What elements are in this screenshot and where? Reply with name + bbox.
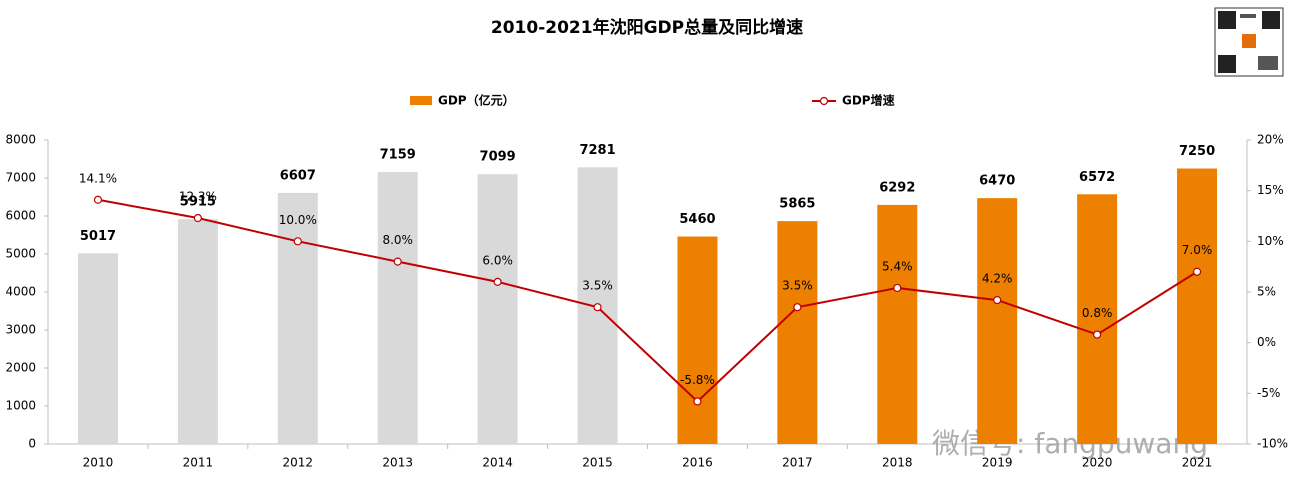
line-marker [93,195,103,204]
y-tick-label: 8000 [5,133,36,147]
legend-label: GDP增速 [842,93,895,108]
bar [677,236,718,444]
bar-value-label: 5915 [180,195,216,210]
bar [177,219,218,444]
y2-tick-label: 15% [1257,183,1284,197]
line-marker [993,296,1002,305]
line-marker [1192,267,1202,276]
line-value-label: 4.2% [982,272,1013,286]
bar [877,204,918,444]
line-marker [1093,330,1102,339]
legend-swatch [410,96,432,105]
x-tick-label: 2017 [782,456,813,470]
line-value-label: 14.1% [79,171,117,185]
x-tick-label: 2013 [382,456,413,470]
line-marker [393,257,402,266]
bar-value-label: 6607 [280,168,316,183]
y2-tick-label: -5% [1257,386,1280,400]
chart-title: 2010-2021年沈阳GDP总量及同比增速 [491,17,803,38]
bar-value-label: 5865 [779,197,815,212]
line-marker [193,213,202,223]
line-value-label: 0.8% [1082,306,1113,320]
y2-tick-label: 0% [1257,335,1276,349]
bar-value-label: 7281 [579,143,615,158]
x-tick-label: 2010 [83,456,114,470]
y-tick-label: 5000 [5,247,36,261]
x-tick-label: 2011 [183,456,214,470]
y-tick-label: 0 [28,437,36,451]
line-value-label: 7.0% [1182,243,1213,257]
line-value-label: 12.3% [179,190,217,204]
x-tick-label: 2019 [982,456,1013,470]
line-marker [793,303,802,312]
x-tick-label: 2020 [1082,456,1113,470]
line [97,198,1198,403]
watermark: 微信号: fangpuwang [932,427,1208,460]
bar-value-label: 6470 [979,174,1015,189]
bar [477,174,518,444]
bar-value-label: 6572 [1079,170,1115,185]
y2-tick-label: 5% [1257,285,1276,299]
y2-tick-label: 10% [1257,234,1284,248]
line-marker [893,283,902,293]
line-value-label: 6.0% [482,253,513,267]
bar-value-label: 7159 [380,147,416,162]
legend-label: GDP（亿元） [438,93,515,108]
x-tick-label: 2015 [582,456,613,470]
line-value-label: 3.5% [582,279,613,293]
bar [1077,194,1118,444]
line-marker [593,303,602,312]
y2-tick-label: 20% [1257,133,1284,147]
line-value-label: 10.0% [279,213,317,227]
line-value-label: 8.0% [382,233,413,247]
y-tick-label: 6000 [5,209,36,223]
y-tick-label: 4000 [5,285,36,299]
y-tick-label: 3000 [5,323,36,337]
bar [277,192,318,444]
y2-tick-label: -10% [1257,437,1288,451]
x-tick-label: 2016 [682,456,713,470]
bar [977,198,1018,444]
line-marker [293,237,302,246]
y-tick-label: 7000 [5,171,36,185]
x-tick-label: 2018 [882,456,913,470]
bar [377,171,418,444]
bar-value-label: 7250 [1179,144,1215,159]
bar [777,221,818,444]
y-tick-label: 2000 [5,361,36,375]
line-marker [493,277,502,286]
x-tick-label: 2021 [1182,456,1213,470]
bar-value-label: 5017 [80,229,116,244]
line-value-label: -5.8% [680,373,715,387]
bar [1177,168,1218,444]
bar-value-label: 5460 [679,212,715,227]
x-tick-label: 2012 [283,456,314,470]
line-marker [693,397,702,406]
x-tick-label: 2014 [482,456,513,470]
bar [77,253,118,444]
legend-marker [819,96,829,106]
qr-code [1214,7,1284,77]
line-value-label: 3.5% [782,279,813,293]
bar-value-label: 7099 [480,150,516,165]
bar-value-label: 6292 [879,180,915,195]
line-value-label: 5.4% [882,259,913,273]
y-tick-label: 1000 [5,399,36,413]
